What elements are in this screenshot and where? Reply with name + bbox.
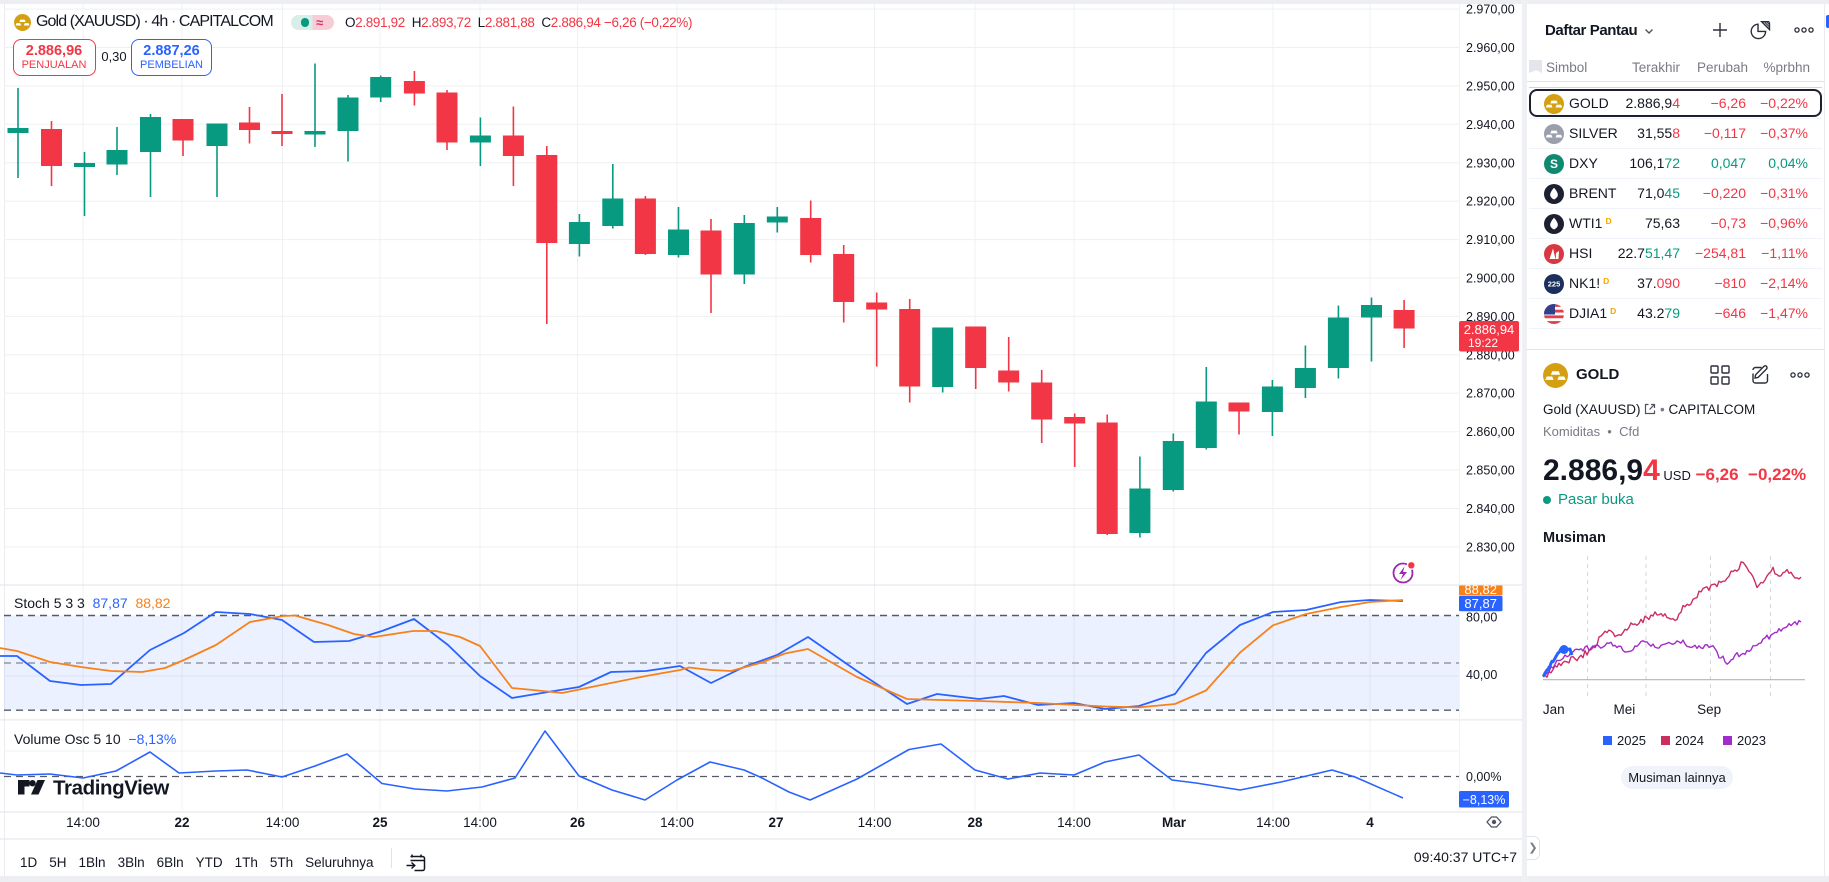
svg-text:14:00: 14:00 xyxy=(463,815,497,830)
svg-text:80,00: 80,00 xyxy=(1466,611,1497,625)
svg-text:Sep: Sep xyxy=(1697,702,1721,717)
svg-text:19:22: 19:22 xyxy=(1468,336,1498,350)
svg-text:14:00: 14:00 xyxy=(858,815,892,830)
svg-text:22: 22 xyxy=(174,815,189,830)
svg-text:Mar: Mar xyxy=(1162,815,1187,830)
svg-text:2.940,00: 2.940,00 xyxy=(1466,118,1515,132)
svg-text:14:00: 14:00 xyxy=(660,815,694,830)
svg-text:2025: 2025 xyxy=(1617,733,1646,748)
svg-text:40,00: 40,00 xyxy=(1466,668,1497,682)
svg-text:2.850,00: 2.850,00 xyxy=(1466,464,1515,478)
svg-text:2.900,00: 2.900,00 xyxy=(1466,272,1515,286)
svg-text:2023: 2023 xyxy=(1737,733,1766,748)
svg-text:2.870,00: 2.870,00 xyxy=(1466,387,1515,401)
svg-text:2.880,00: 2.880,00 xyxy=(1466,348,1515,362)
svg-text:14:00: 14:00 xyxy=(66,815,100,830)
svg-text:28: 28 xyxy=(967,815,983,830)
svg-text:27: 27 xyxy=(768,815,783,830)
svg-text:87,87: 87,87 xyxy=(1464,596,1497,611)
svg-text:2.970,00: 2.970,00 xyxy=(1466,3,1515,17)
svg-text:TradingView: TradingView xyxy=(53,778,169,800)
svg-text:2024: 2024 xyxy=(1675,733,1704,748)
svg-text:2.920,00: 2.920,00 xyxy=(1466,195,1515,209)
svg-text:Mei: Mei xyxy=(1614,702,1636,717)
svg-text:14:00: 14:00 xyxy=(1256,815,1290,830)
svg-text:2.830,00: 2.830,00 xyxy=(1466,540,1515,554)
svg-text:25: 25 xyxy=(372,815,388,830)
svg-text:2.886,94: 2.886,94 xyxy=(1464,322,1515,337)
svg-text:26: 26 xyxy=(570,815,586,830)
svg-text:14:00: 14:00 xyxy=(1057,815,1091,830)
svg-text:14:00: 14:00 xyxy=(266,815,300,830)
svg-text:2.910,00: 2.910,00 xyxy=(1466,233,1515,247)
svg-text:S: S xyxy=(1550,157,1558,171)
svg-text:4: 4 xyxy=(1366,815,1374,830)
svg-text:2.950,00: 2.950,00 xyxy=(1466,79,1515,93)
svg-text:2.860,00: 2.860,00 xyxy=(1466,425,1515,439)
svg-text:2.930,00: 2.930,00 xyxy=(1466,156,1515,170)
svg-text:0,00%: 0,00% xyxy=(1466,770,1501,784)
svg-text:2.960,00: 2.960,00 xyxy=(1466,41,1515,55)
svg-text:Jan: Jan xyxy=(1543,702,1565,717)
svg-text:225: 225 xyxy=(1548,279,1561,288)
svg-text:88,82: 88,82 xyxy=(1464,582,1497,597)
svg-text:2.840,00: 2.840,00 xyxy=(1466,502,1515,516)
svg-text:2.890,00: 2.890,00 xyxy=(1466,310,1515,324)
svg-text:−8,13%: −8,13% xyxy=(1463,793,1506,807)
